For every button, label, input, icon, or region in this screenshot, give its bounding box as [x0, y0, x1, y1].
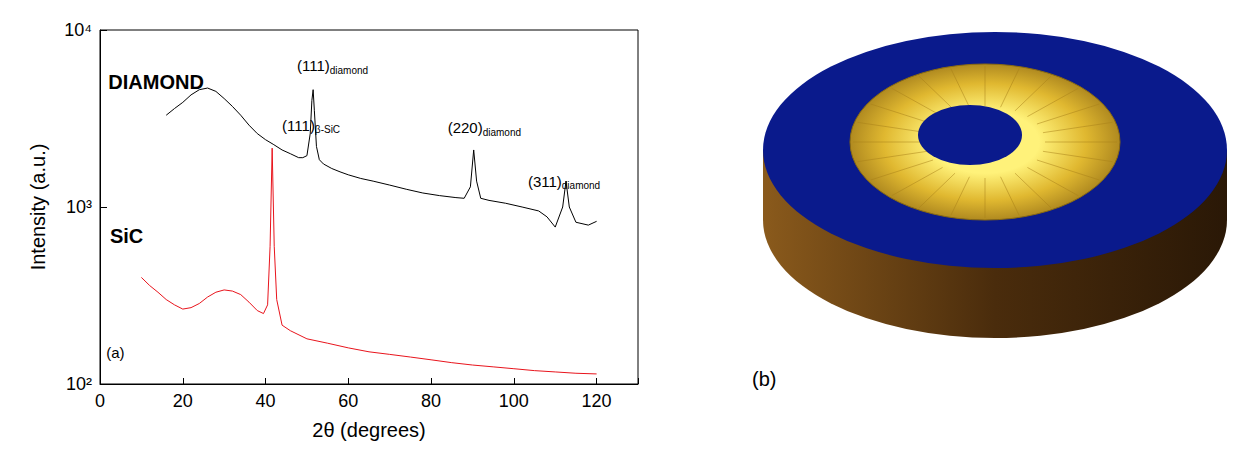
svg-text:(220): (220) [448, 119, 483, 136]
svg-text:20: 20 [173, 391, 193, 411]
svg-text:0: 0 [95, 391, 105, 411]
svg-text:100: 100 [499, 391, 529, 411]
svg-text:(111): (111) [282, 117, 315, 134]
svg-text:β-SiC: β-SiC [315, 124, 340, 135]
svg-text:(a): (a) [106, 344, 124, 361]
svg-text:2θ (degrees): 2θ (degrees) [312, 419, 425, 441]
svg-text:DIAMOND: DIAMOND [108, 71, 204, 93]
svg-text:Intensity (a.u.): Intensity (a.u.) [27, 144, 49, 271]
svg-text:SiC: SiC [110, 225, 143, 247]
svg-text:60: 60 [338, 391, 358, 411]
svg-text:(b): (b) [752, 368, 776, 390]
svg-text:diamond: diamond [562, 180, 600, 191]
svg-text:diamond: diamond [483, 127, 521, 138]
svg-text:10²: 10² [66, 374, 92, 394]
svg-text:(111): (111) [297, 57, 330, 74]
svg-text:120: 120 [582, 391, 612, 411]
svg-text:40: 40 [256, 391, 276, 411]
svg-text:diamond: diamond [330, 65, 368, 76]
svg-text:10³: 10³ [66, 197, 92, 217]
svg-text:80: 80 [421, 391, 441, 411]
svg-text:10⁴: 10⁴ [64, 20, 92, 40]
svg-text:(311): (311) [528, 173, 562, 190]
